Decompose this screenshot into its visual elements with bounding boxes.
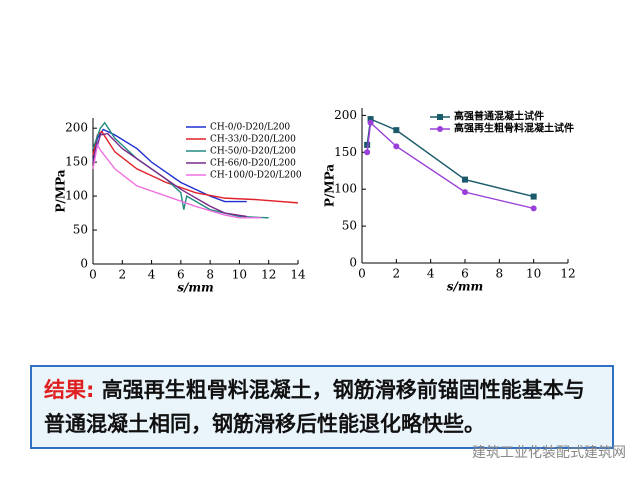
marker	[393, 127, 400, 134]
y-tick-label: 100	[334, 182, 357, 196]
x-tick-label: 10	[232, 268, 247, 282]
y-tick-label: 100	[65, 189, 88, 203]
x-tick-label: 2	[393, 267, 401, 281]
conclusion-text: 高强再生粗骨料混凝土，钢筋滑移前锚固性能基本与普通混凝土相同，钢筋滑移后性能退化…	[44, 378, 585, 436]
x-tick-label: 4	[148, 268, 156, 282]
legend-marker	[437, 114, 443, 120]
y-tick-label: 50	[73, 223, 88, 237]
legend-label: 高强再生粗骨料混凝土试件	[454, 122, 574, 135]
legend-label: 高强普通混凝土试件	[454, 110, 544, 123]
y-axis-label: P/MPa	[54, 169, 68, 212]
marker	[367, 116, 374, 123]
x-tick-label: 0	[89, 268, 97, 282]
x-tick-label: 4	[427, 267, 435, 281]
marker	[530, 193, 537, 200]
y-tick-label: 50	[342, 219, 357, 233]
marker	[462, 189, 468, 196]
marker	[367, 119, 374, 126]
x-axis-label: s/mm	[447, 280, 484, 294]
x-tick-label: 8	[206, 268, 214, 282]
x-tick-label: 0	[358, 267, 366, 281]
legend-label: CH-50/0-D20/L200	[210, 147, 296, 157]
y-tick-label: 200	[334, 108, 357, 122]
x-tick-label: 12	[560, 267, 575, 281]
conclusion-label: 结果:	[44, 378, 95, 402]
charts: 0 2 4 6 8 10 12 14050100150200s/mmP/MPaCH-0/0-D…	[54, 108, 576, 295]
x-tick-label: 14	[290, 268, 306, 282]
x-tick-label: 2	[118, 268, 126, 282]
x-tick-label: 10	[526, 267, 541, 281]
legend-label: CH-100/0-D20/L200	[210, 171, 302, 181]
conclusion-box: 结果: 高强再生粗骨料混凝土，钢筋滑移前锚固性能基本与普通混凝土相同，钢筋滑移后…	[30, 365, 614, 449]
legend-label: CH-0/0-D20/L200	[210, 123, 290, 133]
y-tick-label: 0	[349, 256, 357, 270]
x-tick-label: 6	[177, 268, 185, 282]
marker	[530, 205, 537, 212]
series-line	[92, 121, 269, 219]
y-tick-label: 0	[80, 257, 88, 271]
x-tick-label: 6	[461, 267, 469, 281]
marker	[393, 143, 400, 150]
series-line	[92, 130, 299, 204]
x-tick-label: 8	[496, 267, 504, 281]
y-axis-label: P/MPa	[323, 164, 337, 207]
x-axis-label: s/mm	[177, 281, 214, 295]
x-tick-label: 12	[261, 268, 276, 282]
legend-label: CH-66/0-D20/L200	[210, 159, 296, 169]
y-tick-label: 150	[65, 155, 88, 169]
series-line	[92, 128, 247, 203]
marker	[364, 141, 371, 148]
marker	[462, 176, 468, 183]
series-line	[92, 132, 247, 218]
marker	[364, 149, 371, 156]
series-line	[366, 121, 534, 210]
legend-marker	[437, 126, 443, 132]
y-tick-label: 150	[334, 145, 357, 159]
series-line	[92, 143, 262, 219]
watermark: 建筑工业化装配式建筑网	[472, 445, 626, 461]
y-tick-label: 200	[65, 121, 88, 135]
legend-label: CH-33/0-D20/L200	[210, 135, 296, 145]
